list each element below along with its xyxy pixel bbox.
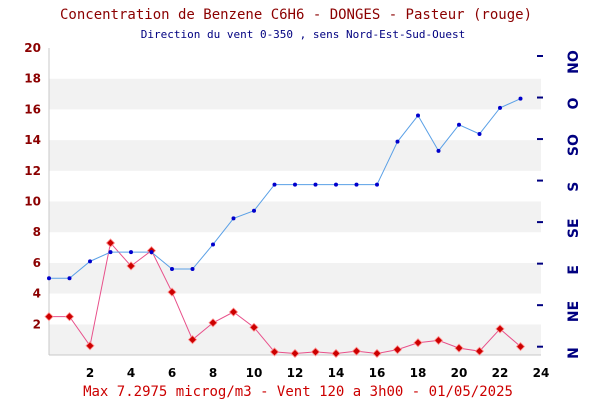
x-tick-label: 4 [127,366,135,380]
concentration-point [474,346,485,356]
grid-band [49,109,541,141]
x-tick-label: 10 [246,366,263,380]
y-tick-label: 20 [24,41,41,55]
y-tick-label: 16 [24,102,41,116]
concentration-point [372,348,382,359]
direction-label: NE [566,301,582,322]
x-tick-label: 6 [168,366,176,380]
concentration-point [64,312,75,322]
concentration-point [208,318,218,328]
concentration-point [105,238,116,248]
x-tick-label: 16 [369,366,386,380]
wind-direction-point [293,182,297,187]
y-tick-label: 8 [33,225,41,239]
grid-band [49,293,541,325]
wind-direction-point [272,182,277,187]
concentration-point [44,312,54,322]
wind-direction-point [457,122,461,127]
wind-direction-point [416,113,420,118]
chart-footer: Max 7.2975 microg/m3 - Vent 120 a 3h00 -… [83,384,513,400]
concentration-point [331,348,341,359]
wind-direction-point [129,250,133,255]
wind-direction-point [436,148,441,153]
concentration-point [392,345,403,355]
series-line [49,98,521,279]
y-tick-label: 10 [24,195,41,209]
concentration-point [126,261,136,271]
wind-direction-point [108,250,113,255]
grid-band [49,78,541,110]
wind-direction-point [149,250,154,255]
grid-band [49,140,541,171]
wind-direction-point [211,242,215,247]
wind-direction-point [47,276,51,281]
concentration-point [187,335,198,345]
y-tick-label: 18 [24,72,41,86]
wind-direction-point [518,96,523,101]
chart-title: Concentration de Benzene C6H6 - DONGES -… [60,7,532,23]
concentration-point [433,335,444,345]
y-tick-label: 4 [33,287,41,301]
concentration-point [351,346,362,356]
direction-label: SE [566,218,582,238]
wind-direction-point [170,267,174,272]
wind-direction-point [375,182,379,187]
chart-subtitle: Direction du vent 0-350 , sens Nord-Est-… [141,28,466,41]
concentration-point [454,343,464,353]
wind-direction-point [88,259,92,264]
x-tick-label: 8 [209,366,217,380]
direction-label: SO [566,134,582,156]
x-tick-label: 22 [492,366,509,380]
x-tick-label: 2 [86,366,94,380]
concentration-point [249,322,259,332]
direction-label: O [566,98,582,110]
wind-direction-point [334,182,338,187]
y-tick-label: 6 [33,256,41,270]
x-tick-label: 18 [410,366,427,380]
concentration-point [228,307,239,317]
concentration-point [515,341,526,352]
x-tick-label: 20 [451,366,468,380]
series-lines [49,98,521,354]
concentration-point [290,348,300,359]
wind-direction-point [313,182,318,187]
direction-label: NO [566,50,582,74]
grid-band [49,201,541,233]
y-axis-ticks: 2 4 6 8 10 12 14 16 18 20 [24,41,41,331]
wind-direction-point [354,182,359,187]
grid-band [49,48,541,79]
direction-label: E [566,265,582,275]
grid-bands [49,48,541,355]
wind-direction-point [498,105,502,110]
y-tick-label: 12 [24,164,41,178]
direction-label: S [566,182,582,192]
x-axis-ticks: 2 4 6 8 10 12 14 16 18 20 22 24 [86,366,550,380]
concentration-point [167,287,177,297]
grid-band [49,232,541,263]
wind-direction-point [67,276,72,281]
x-tick-label: 12 [287,366,304,380]
wind-direction-point [252,208,256,213]
series-markers [44,96,526,359]
concentration-point [310,347,321,357]
concentration-point [85,341,95,351]
concentration-point [269,347,280,357]
x-tick-label: 14 [328,366,345,380]
direction-axis-ticks: N NE E SE S SO O NO [537,50,582,359]
wind-direction-point [477,131,482,136]
wind-direction-point [190,267,195,272]
wind-direction-point [395,139,400,144]
concentration-point [495,324,505,334]
direction-label: N [566,347,582,359]
grid-band [49,262,541,294]
series-line [49,241,521,354]
x-tick-label: 24 [533,366,550,380]
y-tick-label: 14 [24,133,41,147]
wind-direction-point [231,216,236,221]
concentration-point [413,338,423,348]
y-tick-label: 2 [33,317,41,331]
